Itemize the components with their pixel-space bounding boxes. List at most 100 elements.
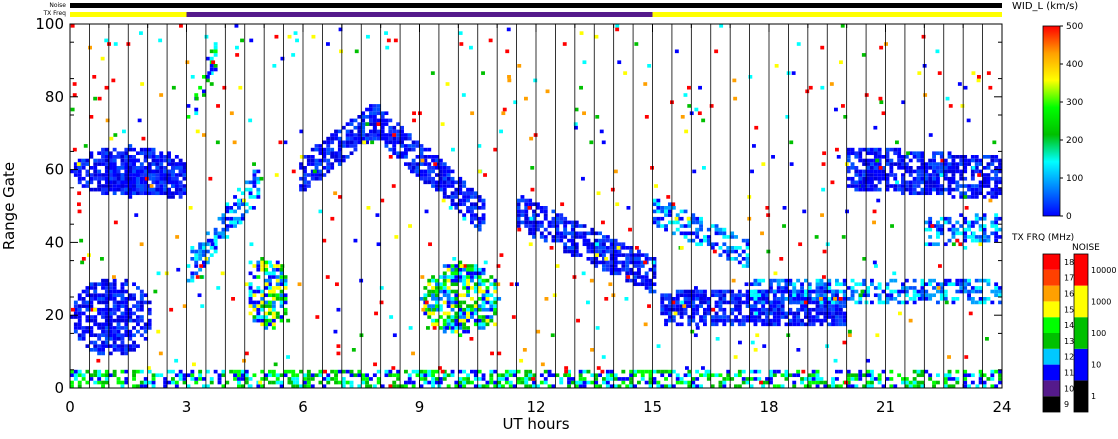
data-cell-681	[862, 158, 867, 163]
data-cell-879	[947, 169, 952, 174]
data-cell-698	[870, 173, 874, 177]
data-cell-2481	[438, 282, 443, 287]
data-cell-1338	[722, 231, 727, 236]
data-cell-2843	[147, 147, 152, 152]
data-cell-3450	[854, 384, 859, 389]
data-cell-2353	[260, 289, 265, 294]
data-cell-2470	[435, 289, 439, 294]
txfreq-colorbar-tick-label: 17	[1064, 274, 1074, 283]
data-cell-3795	[477, 144, 482, 148]
data-cell-2263	[128, 344, 133, 348]
data-cell-2037	[978, 238, 983, 243]
data-cell-679	[862, 169, 867, 174]
data-cell-2695	[89, 176, 94, 181]
data-cell-487	[481, 213, 486, 217]
data-cell-2345	[260, 322, 265, 327]
data-cell-2877	[167, 151, 171, 156]
data-cell-2002	[947, 238, 952, 243]
data-cell-1271	[664, 227, 668, 232]
data-cell-2796	[128, 147, 133, 152]
data-cell-3382	[749, 369, 754, 374]
txfreq-colorbar-tick-label: 16	[1064, 290, 1074, 299]
data-cell-3729	[280, 56, 285, 61]
data-cell-1070	[559, 220, 564, 225]
data-cell-234	[357, 140, 362, 145]
data-cell-1410	[683, 311, 688, 316]
data-cell-3539	[994, 384, 999, 389]
data-cell-1887	[908, 286, 913, 290]
data-cell-574	[151, 176, 156, 181]
data-cell-2612	[473, 271, 478, 276]
data-cell-2242	[120, 289, 125, 294]
data-cell-2005	[947, 216, 952, 221]
data-cell-3521	[963, 373, 968, 378]
data-cell-1671	[819, 322, 824, 327]
data-cell-1772	[792, 293, 797, 298]
data-cell-298	[384, 140, 389, 145]
data-cell-377	[423, 147, 428, 152]
data-cell-1430	[691, 300, 696, 305]
data-cell-3278	[602, 377, 606, 381]
data-cell-2453	[431, 318, 435, 323]
data-cell-1413	[683, 300, 688, 305]
data-cell-3774	[789, 140, 794, 145]
data-cell-1905	[924, 282, 929, 287]
data-cell-804	[916, 166, 921, 170]
data-cell-2878	[171, 184, 175, 188]
data-cell-1050	[547, 231, 552, 236]
data-cell-1435	[695, 311, 700, 316]
data-cell-3599	[87, 253, 91, 257]
data-cell-818	[920, 151, 925, 156]
width-colorbar-tick-label: 100	[1066, 174, 1083, 184]
data-cell-3218	[516, 377, 521, 381]
data-cell-762	[897, 151, 902, 156]
data-cell-1659	[811, 318, 816, 323]
data-cell-1780	[800, 289, 804, 294]
data-cell-1972	[994, 286, 999, 290]
data-cell-485	[481, 220, 486, 225]
data-cell-1467	[710, 289, 715, 294]
data-cell-3566	[113, 42, 118, 46]
data-cell-2358	[264, 326, 269, 330]
data-cell-296	[380, 111, 385, 116]
data-cell-3717	[299, 129, 304, 134]
data-cell-1832	[850, 293, 855, 298]
data-cell-3816	[368, 384, 373, 389]
data-cell-3671	[895, 180, 899, 185]
data-cell-3897	[785, 115, 790, 119]
data-cell-707	[873, 176, 878, 181]
data-cell-389	[431, 169, 435, 174]
data-cell-1786	[804, 278, 808, 283]
data-cell-198	[337, 162, 342, 166]
data-cell-890	[951, 166, 956, 170]
data-cell-1645	[804, 304, 808, 308]
data-cell-1239	[644, 257, 649, 261]
data-cell-50	[225, 235, 230, 239]
data-cell-789	[908, 151, 913, 156]
data-cell-722	[877, 162, 882, 166]
data-cell-3341	[687, 384, 692, 389]
data-cell-1871	[893, 297, 898, 301]
data-cell-3374	[737, 369, 742, 374]
data-cell-975	[994, 191, 999, 196]
data-cell-1374	[664, 322, 668, 327]
data-cell-2096	[85, 318, 90, 323]
data-cell-2493	[442, 278, 447, 283]
noise-colorbar-frame	[1073, 253, 1089, 413]
data-cell-3219	[516, 369, 521, 374]
data-cell-3491	[916, 380, 921, 385]
data-cell-2140	[97, 300, 102, 305]
data-cell-2565	[462, 315, 467, 319]
data-cell-378	[427, 180, 432, 185]
data-cell-2574	[462, 267, 467, 272]
data-cell-2626	[477, 275, 482, 279]
data-cell-2023	[967, 235, 971, 239]
data-cell-3637	[690, 329, 695, 334]
data-cell-1792	[811, 289, 816, 294]
data-cell-2251	[124, 322, 129, 327]
data-cell-3764	[963, 195, 968, 199]
data-cell-1916	[936, 282, 940, 287]
data-cell-3811	[70, 107, 75, 112]
data-cell-2677	[77, 173, 82, 177]
